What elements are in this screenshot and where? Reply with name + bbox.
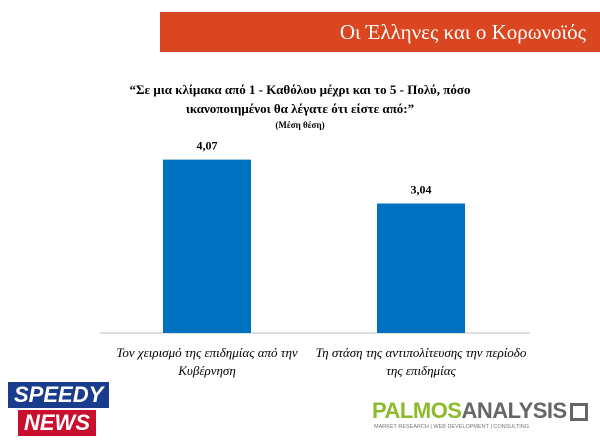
bar (163, 159, 251, 333)
speedy-logo: SPEEDY NEWS (8, 382, 120, 438)
palmos-logo: PALMOSANALYSIS (372, 398, 588, 424)
logo-text: SPEEDY (8, 382, 110, 408)
logo-text: NEWS (18, 410, 96, 436)
bar (377, 203, 465, 333)
logo-tagline: MARKET RESEARCH | WEB DEVELOPMENT | CONS… (374, 424, 530, 430)
logo-text: ANALYSIS (461, 398, 567, 423)
chart-title: “Σε μια κλίμακα από 1 - Καθόλου μέχρι κα… (129, 82, 471, 116)
chart-subtitle: (Μέση θέση) (275, 120, 325, 130)
value-label: 3,04 (411, 182, 432, 196)
value-label: 4,07 (197, 139, 218, 153)
x-tick-label: Τον χειρισμό της επιδημίας από την Κυβέρ… (116, 345, 298, 378)
x-tick-label: Τη στάση της αντιπολίτευσης την περίοδο … (315, 345, 527, 378)
logo-text: PALMOS (372, 398, 462, 423)
header-title: Οι Έλληνες και ο Κορωνοϊός (160, 12, 600, 52)
logo-icon (569, 403, 588, 421)
